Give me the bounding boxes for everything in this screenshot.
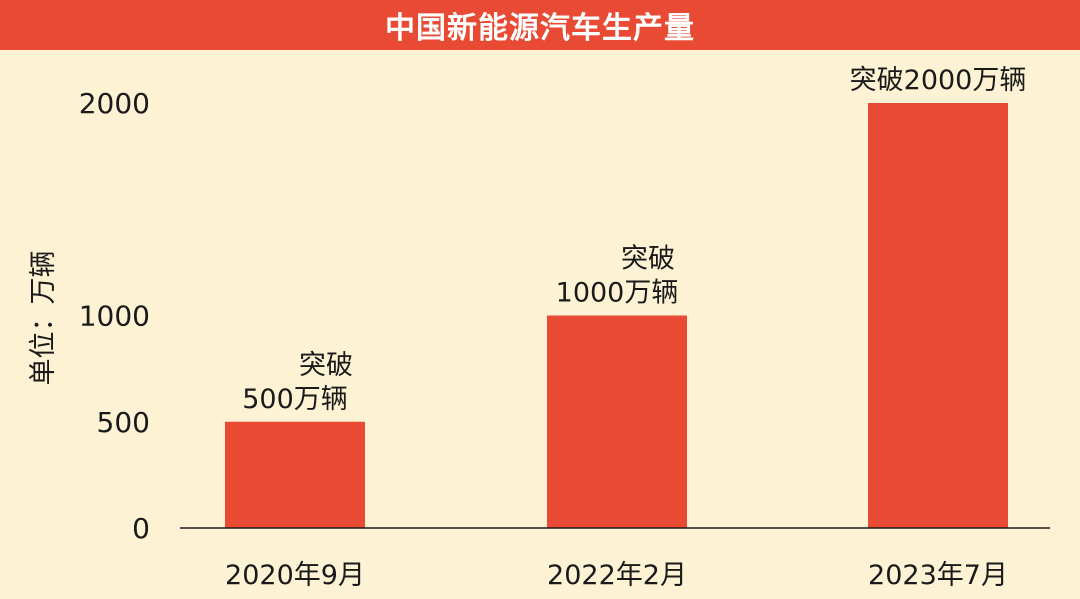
- y-tick-label: 2000: [79, 87, 150, 120]
- y-tick-label: 0: [132, 512, 150, 545]
- title-banner: 中国新能源汽车生产量: [0, 0, 1080, 50]
- data-label: 突破: [299, 350, 353, 381]
- y-axis-label: 单位：万辆: [28, 251, 59, 386]
- bar: [225, 421, 365, 528]
- data-label: 突破2000万辆: [850, 65, 1027, 96]
- x-axis-ticks: 2020年9月 2022年2月 2023年7月: [225, 560, 1008, 591]
- y-axis-ticks: 0 500 1000 2000: [79, 87, 150, 545]
- y-tick-label: 500: [97, 406, 150, 439]
- x-tick-label: 2020年9月: [225, 560, 365, 591]
- data-label: 1000万辆: [556, 278, 679, 309]
- bars: [225, 103, 1008, 528]
- x-tick-label: 2023年7月: [868, 560, 1008, 591]
- data-label: 500万辆: [242, 384, 348, 415]
- y-tick-label: 1000: [79, 300, 150, 333]
- bar: [868, 103, 1008, 528]
- data-label: 突破: [621, 244, 675, 275]
- x-tick-label: 2022年2月: [547, 560, 687, 591]
- chart-title: 中国新能源汽车生产量: [385, 11, 695, 46]
- bar: [547, 315, 687, 528]
